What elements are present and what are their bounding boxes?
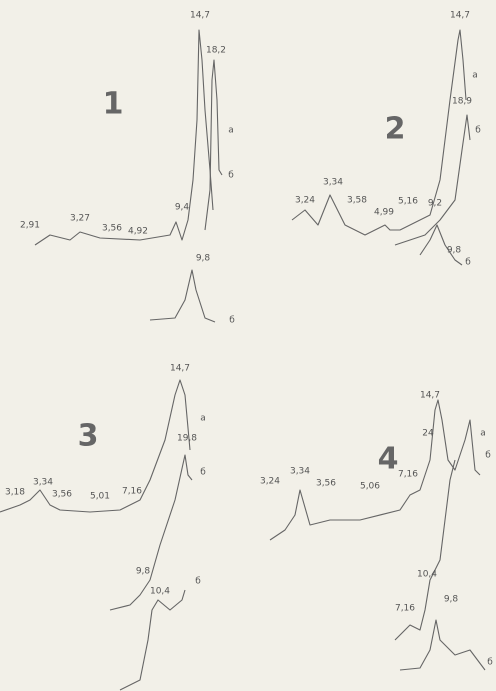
peak-label: 19,8: [177, 434, 197, 444]
peak-label: 3,27: [70, 214, 90, 224]
peak-label: 9,8: [444, 595, 459, 605]
background: [0, 0, 496, 691]
peak-label: 3,56: [52, 490, 72, 500]
peak-label: а: [200, 414, 206, 424]
peak-label: б: [229, 316, 235, 326]
peak-label: 18,9: [452, 97, 472, 107]
peak-label: 9,8: [136, 567, 151, 577]
peak-label: 5,06: [360, 482, 380, 492]
peak-label: 3,24: [295, 196, 315, 206]
peak-label: 3,56: [316, 479, 336, 489]
peak-label: 7,16: [395, 604, 415, 614]
peak-label: 3,18: [5, 488, 25, 498]
peak-label: 24: [422, 429, 434, 439]
peak-label: 14,7: [420, 391, 440, 401]
peak-label: б: [487, 658, 493, 668]
peak-label: 9,4: [175, 203, 190, 213]
peak-label: 2,91: [20, 221, 40, 231]
peak-label: 3,34: [323, 178, 343, 188]
peak-label: 18,2: [206, 46, 226, 56]
peak-label: б: [228, 171, 234, 181]
peak-label: 5,16: [398, 197, 418, 207]
panel-label: 2: [385, 112, 406, 147]
figure: 114,718,2аб2,913,273,564,929,49,8б214,7а…: [0, 0, 496, 691]
peak-label: б: [195, 577, 201, 587]
panel-label: 3: [78, 419, 99, 454]
peak-label: 3,56: [102, 224, 122, 234]
peak-label: 14,7: [170, 364, 190, 374]
peak-label: 14,7: [190, 11, 210, 21]
peak-label: 9,8: [196, 254, 211, 264]
peak-label: 3,58: [347, 196, 367, 206]
peak-label: 14,7: [450, 11, 470, 21]
peak-label: 9,8: [447, 246, 462, 256]
peak-label: 5,01: [90, 492, 110, 502]
peak-label: а: [480, 429, 486, 439]
peak-label: б: [465, 258, 471, 268]
peak-label: 3,34: [33, 478, 53, 488]
peak-label: б: [200, 468, 206, 478]
peak-label: 9,2: [428, 199, 442, 209]
peak-label: а: [472, 71, 478, 81]
peak-label: б: [475, 126, 481, 136]
peak-label: 4,99: [374, 208, 394, 218]
peak-label: а: [228, 126, 234, 136]
panel-label: 1: [103, 87, 124, 122]
peak-label: 7,16: [122, 487, 142, 497]
peak-label: б: [485, 451, 491, 461]
peak-label: 7,16: [398, 470, 418, 480]
peak-label: 4,92: [128, 227, 148, 237]
peak-label: 10,4: [150, 587, 170, 597]
peak-label: 10,4: [417, 570, 437, 580]
panel-label: 4: [378, 442, 399, 477]
peak-label: 3,34: [290, 467, 310, 477]
peak-label: 3,24: [260, 477, 280, 487]
